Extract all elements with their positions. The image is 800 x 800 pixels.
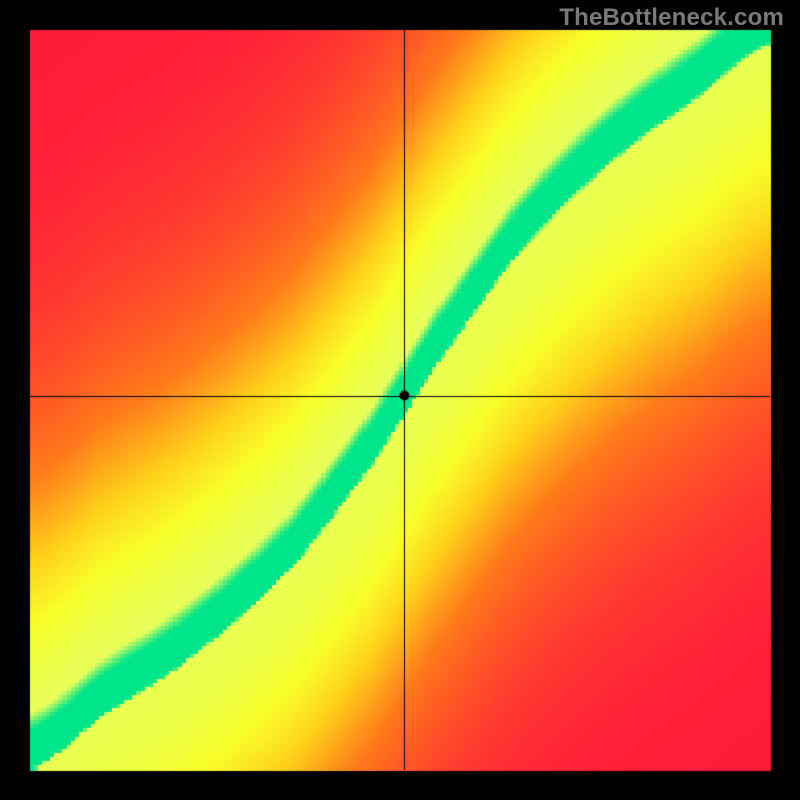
watermark-text: TheBottleneck.com: [559, 4, 784, 32]
chart-container: TheBottleneck.com: [0, 0, 800, 800]
heatmap-canvas: [0, 0, 800, 800]
